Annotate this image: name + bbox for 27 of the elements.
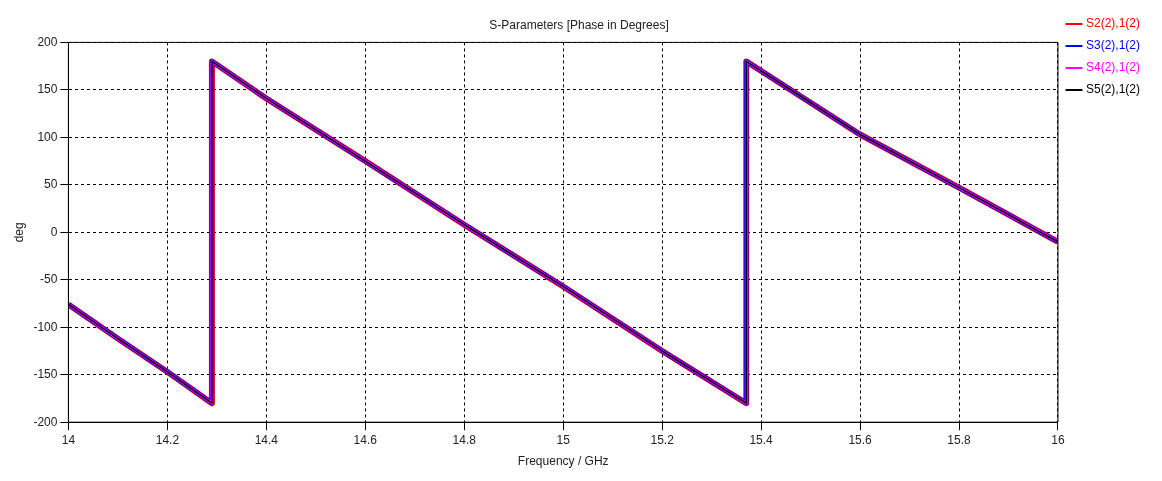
y-tick-label: -100 [33, 319, 58, 334]
x-tick-label: 15.4 [749, 432, 774, 447]
x-tick-label: 15.8 [947, 432, 972, 447]
legend-label: S2(2),1(2) [1085, 16, 1141, 31]
x-tick-label: 15.2 [650, 432, 675, 447]
y-tick-label: 200 [37, 34, 58, 49]
y-tick-label: -50 [40, 272, 58, 287]
x-tick-label: 14.2 [155, 432, 180, 447]
x-tick-label: 14.8 [452, 432, 477, 447]
x-tick-label: 14 [61, 432, 76, 447]
chart-title: S-Parameters [Phase in Degrees] [489, 17, 669, 32]
y-tick-label: -150 [33, 367, 58, 382]
x-tick-label: 15 [556, 432, 571, 447]
x-tick-label: 14.4 [254, 432, 279, 447]
x-tick-label: 15.6 [848, 432, 873, 447]
y-tick-label: 50 [44, 177, 58, 192]
x-axis-title: Frequency / GHz [517, 454, 609, 469]
y-tick-label: 150 [37, 82, 58, 97]
y-tick-label: -200 [33, 414, 58, 429]
y-tick-label: 100 [37, 129, 58, 144]
legend-label: S3(2),1(2) [1085, 38, 1141, 53]
x-tick-label: 14.6 [353, 432, 378, 447]
legend-label: S5(2),1(2) [1085, 82, 1141, 97]
y-tick-label: 0 [50, 224, 58, 239]
legend-label: S4(2),1(2) [1085, 60, 1141, 75]
x-tick-label: 16 [1051, 432, 1065, 447]
y-axis-title: deg [11, 222, 26, 243]
